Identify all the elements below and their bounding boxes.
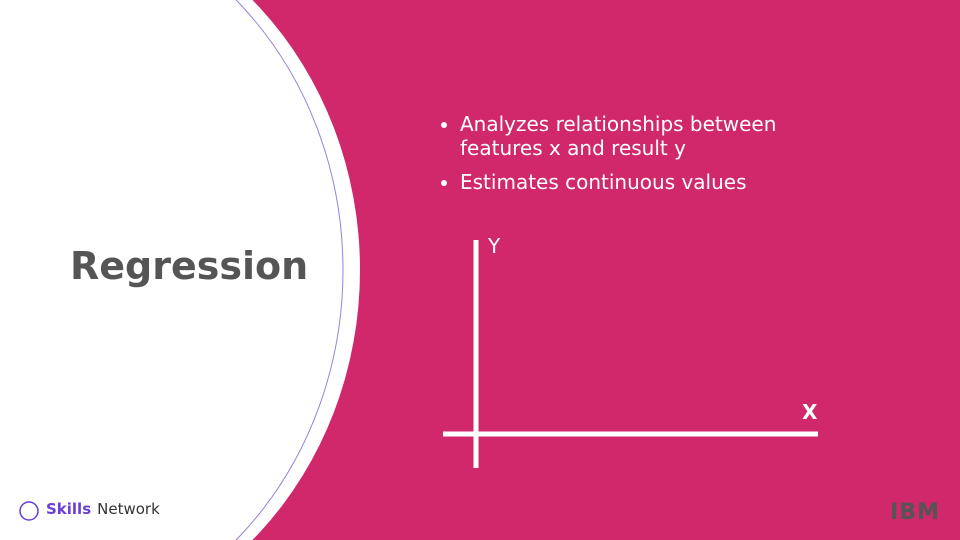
ibm-logo: IBM: [890, 500, 940, 525]
bullet-list: Analyzes relationships between features …: [440, 112, 820, 204]
y-label: Y: [488, 234, 501, 258]
brand-bold: Skills: [46, 500, 92, 518]
white-circle: [0, 0, 360, 540]
x-label: X: [802, 400, 818, 424]
footer-brand: Skills Network: [46, 500, 160, 518]
bullet: Analyzes relationships between features …: [460, 112, 820, 160]
bullet: Estimates continuous values: [460, 170, 820, 194]
title: Regression: [70, 244, 309, 288]
skills-logo: [19, 501, 39, 521]
brand-rest: Network: [97, 500, 160, 518]
circle-outline: [235, 0, 344, 540]
